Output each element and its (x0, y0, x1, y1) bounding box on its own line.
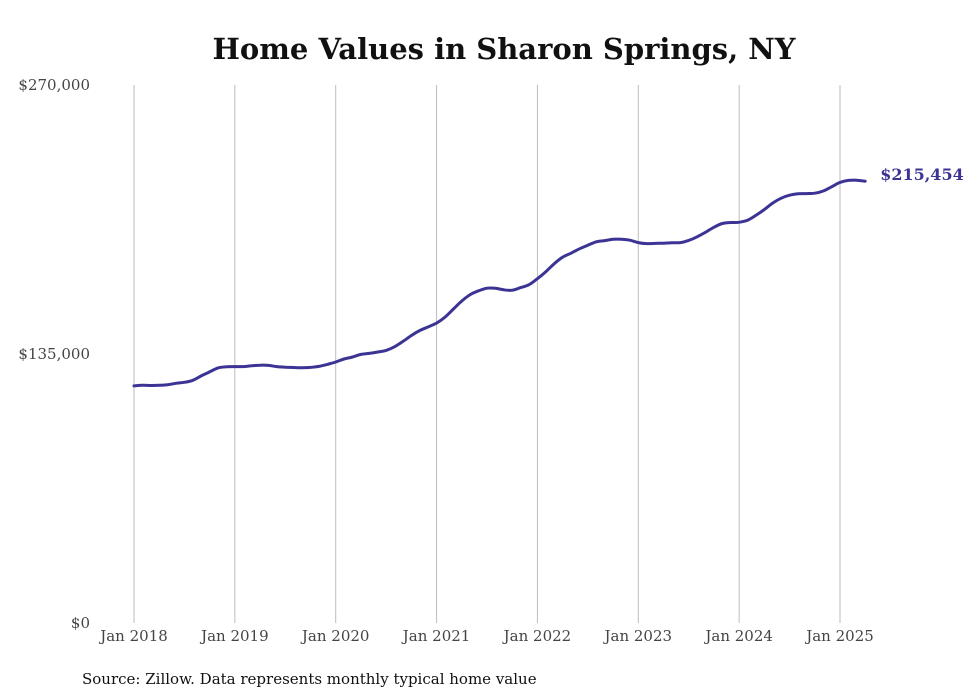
gridlines (133, 85, 841, 623)
x-tick-label: Jan 2020 (300, 627, 370, 645)
x-axis-ticks: Jan 2018 Jan 2019 Jan 2020 Jan 2021 Jan 2022… (98, 627, 874, 645)
x-tick-label: Jan 2019 (199, 627, 269, 645)
x-tick-label: Jan 2018 (98, 627, 168, 645)
home-value-line (132, 178, 867, 388)
x-tick-label: Jan 2023 (603, 627, 673, 645)
chart-title: Home Values in Sharon Springs, NY (212, 32, 795, 66)
source-note: Source: Zillow. Data represents monthly … (82, 670, 537, 688)
y-tick-label: $270,000 (18, 76, 90, 94)
latest-value-label: $215,454 (880, 165, 964, 184)
x-tick-label: Jan 2021 (401, 627, 471, 645)
x-tick-label: Jan 2025 (804, 627, 874, 645)
x-tick-label: Jan 2022 (502, 627, 572, 645)
y-tick-label: $0 (71, 614, 90, 632)
y-axis-ticks: $0 $135,000 $270,000 (18, 76, 90, 632)
x-tick-label: Jan 2024 (703, 627, 773, 645)
y-tick-label: $135,000 (18, 345, 90, 363)
